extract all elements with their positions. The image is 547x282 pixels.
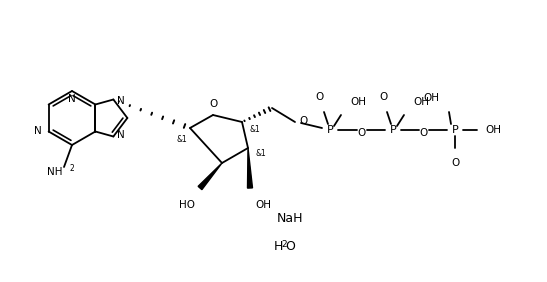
Text: OH: OH xyxy=(255,200,271,210)
Text: HO: HO xyxy=(179,200,195,210)
Text: NH: NH xyxy=(46,167,62,177)
Text: O: O xyxy=(285,239,295,252)
Text: OH: OH xyxy=(413,97,429,107)
Text: O: O xyxy=(358,128,366,138)
Text: N: N xyxy=(34,127,42,136)
Text: O: O xyxy=(420,128,428,138)
Text: 2: 2 xyxy=(70,164,75,173)
Text: N: N xyxy=(118,96,125,107)
Text: N: N xyxy=(68,94,76,104)
Text: 2: 2 xyxy=(281,240,287,249)
Text: O: O xyxy=(379,92,387,102)
Text: P: P xyxy=(327,125,333,135)
Text: H: H xyxy=(274,239,283,252)
Polygon shape xyxy=(198,163,222,190)
Text: OH: OH xyxy=(350,97,366,107)
Text: OH: OH xyxy=(423,93,439,103)
Text: O: O xyxy=(451,158,459,168)
Text: O: O xyxy=(299,116,307,126)
Text: N: N xyxy=(118,131,125,140)
Text: O: O xyxy=(316,92,324,102)
Text: P: P xyxy=(452,125,458,135)
Text: &1: &1 xyxy=(256,149,267,158)
Text: NaH: NaH xyxy=(277,212,303,224)
Text: &1: &1 xyxy=(250,125,261,135)
Text: O: O xyxy=(210,99,218,109)
Text: &1: &1 xyxy=(176,135,187,144)
Polygon shape xyxy=(247,148,253,188)
Text: P: P xyxy=(389,125,397,135)
Text: OH: OH xyxy=(485,125,501,135)
